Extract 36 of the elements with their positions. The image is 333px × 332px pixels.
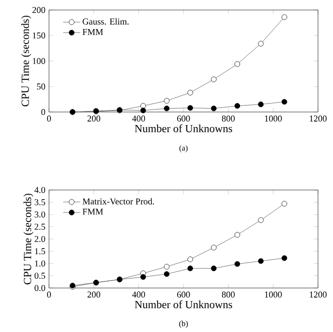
legend-label: Matrix-Vector Prod. [82, 198, 154, 204]
y-tick-label: 0.0 [34, 284, 46, 292]
y-axis-title: CPU Time (seconds) [24, 194, 34, 284]
y-tick-label: 1.5 [35, 248, 46, 254]
legend-label: FMM [82, 28, 104, 35]
y-tick-label: 2.5 [34, 224, 46, 230]
x-tick-label: 800 [222, 292, 235, 298]
x-tick-label: 0 [47, 292, 51, 298]
x-tick-label: 0 [47, 116, 51, 122]
y-tick-label: 2.0 [34, 236, 46, 242]
x-tick-label: 800 [222, 116, 235, 122]
y-tick-label: 200 [32, 6, 46, 14]
y-axis-title: CPU Time (seconds) [21, 16, 32, 106]
y-tick-label: 150 [32, 32, 46, 39]
x-tick-label: 600 [177, 292, 190, 298]
x-tick-label: 1000 [264, 292, 282, 298]
x-tick-label: 400 [132, 292, 146, 298]
x-tick-label: 200 [88, 116, 100, 122]
x-tick-label: 200 [88, 292, 100, 298]
y-tick-label: 100 [32, 58, 46, 64]
x-tick-label: 1000 [264, 116, 282, 122]
y-tick-label: 50 [37, 83, 46, 90]
x-tick-label: 1200 [310, 292, 327, 298]
y-tick-label: 3.5 [34, 199, 46, 206]
x-axis-title: Number of Unknowns [134, 300, 232, 308]
x-axis-title: Number of Unknowns [134, 124, 232, 132]
legend-label: Gauss. Elim. [82, 18, 129, 25]
y-tick-label: 1.0 [35, 260, 46, 267]
y-tick-label: 0 [41, 108, 46, 116]
y-tick-label: 3.0 [34, 211, 46, 218]
y-tick-label: 4.0 [34, 186, 46, 194]
x-tick-label: 1200 [310, 116, 327, 122]
y-tick-label: 0.5 [34, 272, 46, 279]
x-tick-label: 600 [177, 116, 190, 122]
x-tick-label: 400 [132, 116, 146, 122]
legend-label: FMM [82, 208, 104, 215]
